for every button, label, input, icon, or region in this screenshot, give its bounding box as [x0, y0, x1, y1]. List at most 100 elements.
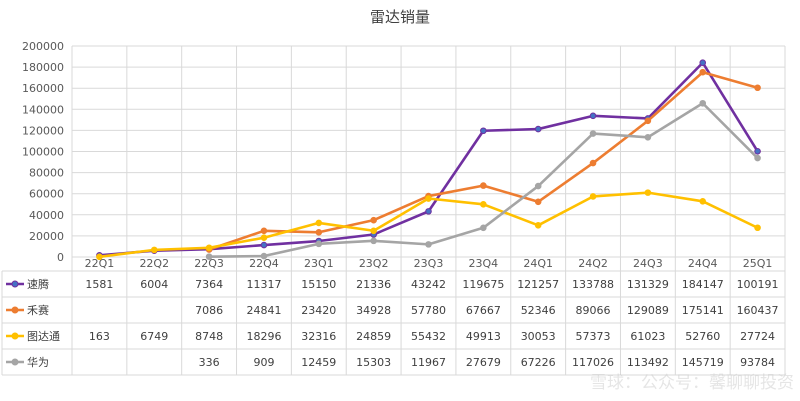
table-cell: 27679 [466, 356, 501, 369]
data-point [370, 237, 377, 245]
data-point [589, 193, 597, 200]
table-cell: 121257 [517, 278, 559, 291]
y-tick-label: 60000 [29, 188, 64, 201]
table-cell: 336 [199, 356, 220, 369]
table-cell: 8748 [195, 330, 223, 343]
x-tick-label: 24Q3 [633, 257, 663, 270]
x-tick-label: 22Q4 [249, 257, 279, 270]
data-point [534, 182, 542, 190]
table-cell: 43242 [411, 278, 446, 291]
table-cell: 57780 [411, 304, 446, 317]
data-point [699, 68, 707, 76]
data-point [644, 117, 652, 125]
table-cell: 49913 [466, 330, 501, 343]
x-tick-label: 23Q3 [414, 257, 444, 270]
data-point [425, 208, 432, 215]
data-point [425, 241, 432, 248]
table-cell: 184147 [682, 278, 724, 291]
data-point [96, 253, 103, 261]
series-lines [96, 59, 761, 261]
data-point [370, 227, 377, 235]
y-tick-label: 140000 [22, 103, 64, 116]
x-tick-label: 24Q4 [688, 257, 718, 270]
data-point [699, 198, 707, 205]
table-cell: 52346 [521, 304, 556, 317]
data-point [370, 216, 377, 224]
table-cell: 12459 [301, 356, 336, 369]
data-point [534, 221, 542, 229]
legend-key-marker [11, 280, 19, 288]
table-cell: 7364 [195, 278, 223, 291]
legend-label: 华为 [27, 355, 49, 369]
y-tick-label: 160000 [22, 82, 64, 95]
table-cell: 100191 [737, 278, 779, 291]
table-cell: 6004 [140, 278, 168, 291]
x-tick-label: 23Q4 [469, 257, 499, 270]
y-tick-label: 200000 [22, 40, 64, 53]
chart-title: 雷达销量 [370, 8, 430, 26]
table-cell: 27724 [740, 330, 775, 343]
x-tick-label: 22Q1 [85, 257, 115, 270]
table-cell: 18296 [246, 330, 281, 343]
data-table: 速腾 1581 6004 7364 11317 15150 21336 43242 119675… [6, 277, 779, 369]
x-tick-label: 22Q2 [139, 257, 169, 270]
table-cell: 15150 [301, 278, 336, 291]
table-cell: 30053 [521, 330, 556, 343]
table-cell: 163 [89, 330, 110, 343]
legend-label: 速腾 [27, 277, 49, 291]
data-point [425, 195, 432, 202]
data-point [644, 133, 652, 141]
data-point [534, 198, 542, 206]
table-cell: 52760 [685, 330, 720, 343]
y-axis: 0 20000 40000 60000 80000 100000 120000 140000 1… [22, 40, 64, 264]
table-cell: 909 [253, 356, 274, 369]
legend-label: 图达通 [27, 330, 60, 343]
table-cell: 1581 [85, 278, 113, 291]
data-point [589, 130, 597, 137]
table-cell: 129089 [627, 304, 669, 317]
table-cell: 160437 [737, 304, 779, 317]
table-cell: 119675 [462, 278, 504, 291]
table-cell: 133788 [572, 278, 614, 291]
table-cell: 117026 [572, 356, 614, 369]
table-cell: 21336 [356, 278, 391, 291]
y-tick-label: 40000 [29, 209, 64, 222]
x-tick-label: 22Q3 [194, 257, 224, 270]
data-point [260, 227, 268, 235]
table-cell: 93784 [740, 356, 775, 369]
data-point [205, 244, 213, 252]
table-cell: 61023 [630, 330, 665, 343]
table-cell: 15303 [356, 356, 391, 369]
data-point [699, 99, 707, 107]
data-point [754, 154, 761, 162]
data-point [480, 182, 487, 189]
data-point [589, 112, 597, 120]
data-point [315, 228, 323, 236]
table-cell: 145719 [682, 356, 724, 369]
table-cell: 24841 [246, 304, 281, 317]
table-cell: 32316 [301, 330, 336, 343]
y-tick-label: 20000 [29, 230, 64, 243]
table-cell: 7086 [195, 304, 223, 317]
legend-key-marker [11, 358, 19, 366]
data-point [205, 253, 213, 260]
data-point [480, 127, 487, 135]
data-point [754, 84, 761, 92]
x-tick-label: 25Q1 [743, 257, 773, 270]
data-point [480, 224, 487, 232]
table-cell: 34928 [356, 304, 391, 317]
x-tick-label: 24Q2 [578, 257, 608, 270]
table-cell: 175141 [682, 304, 724, 317]
table-cell: 11317 [246, 278, 281, 291]
data-point [754, 147, 761, 155]
y-tick-label: 100000 [22, 146, 64, 159]
table-cell: 67667 [466, 304, 501, 317]
x-tick-label: 23Q1 [304, 257, 334, 270]
data-point [150, 246, 158, 254]
y-tick-label: 120000 [22, 124, 64, 137]
watermark: 雪球：公众号：馨聊聊投资 [590, 373, 794, 393]
table-cell: 67226 [521, 356, 556, 369]
data-point [315, 219, 323, 227]
x-tick-label: 24Q1 [523, 257, 553, 270]
